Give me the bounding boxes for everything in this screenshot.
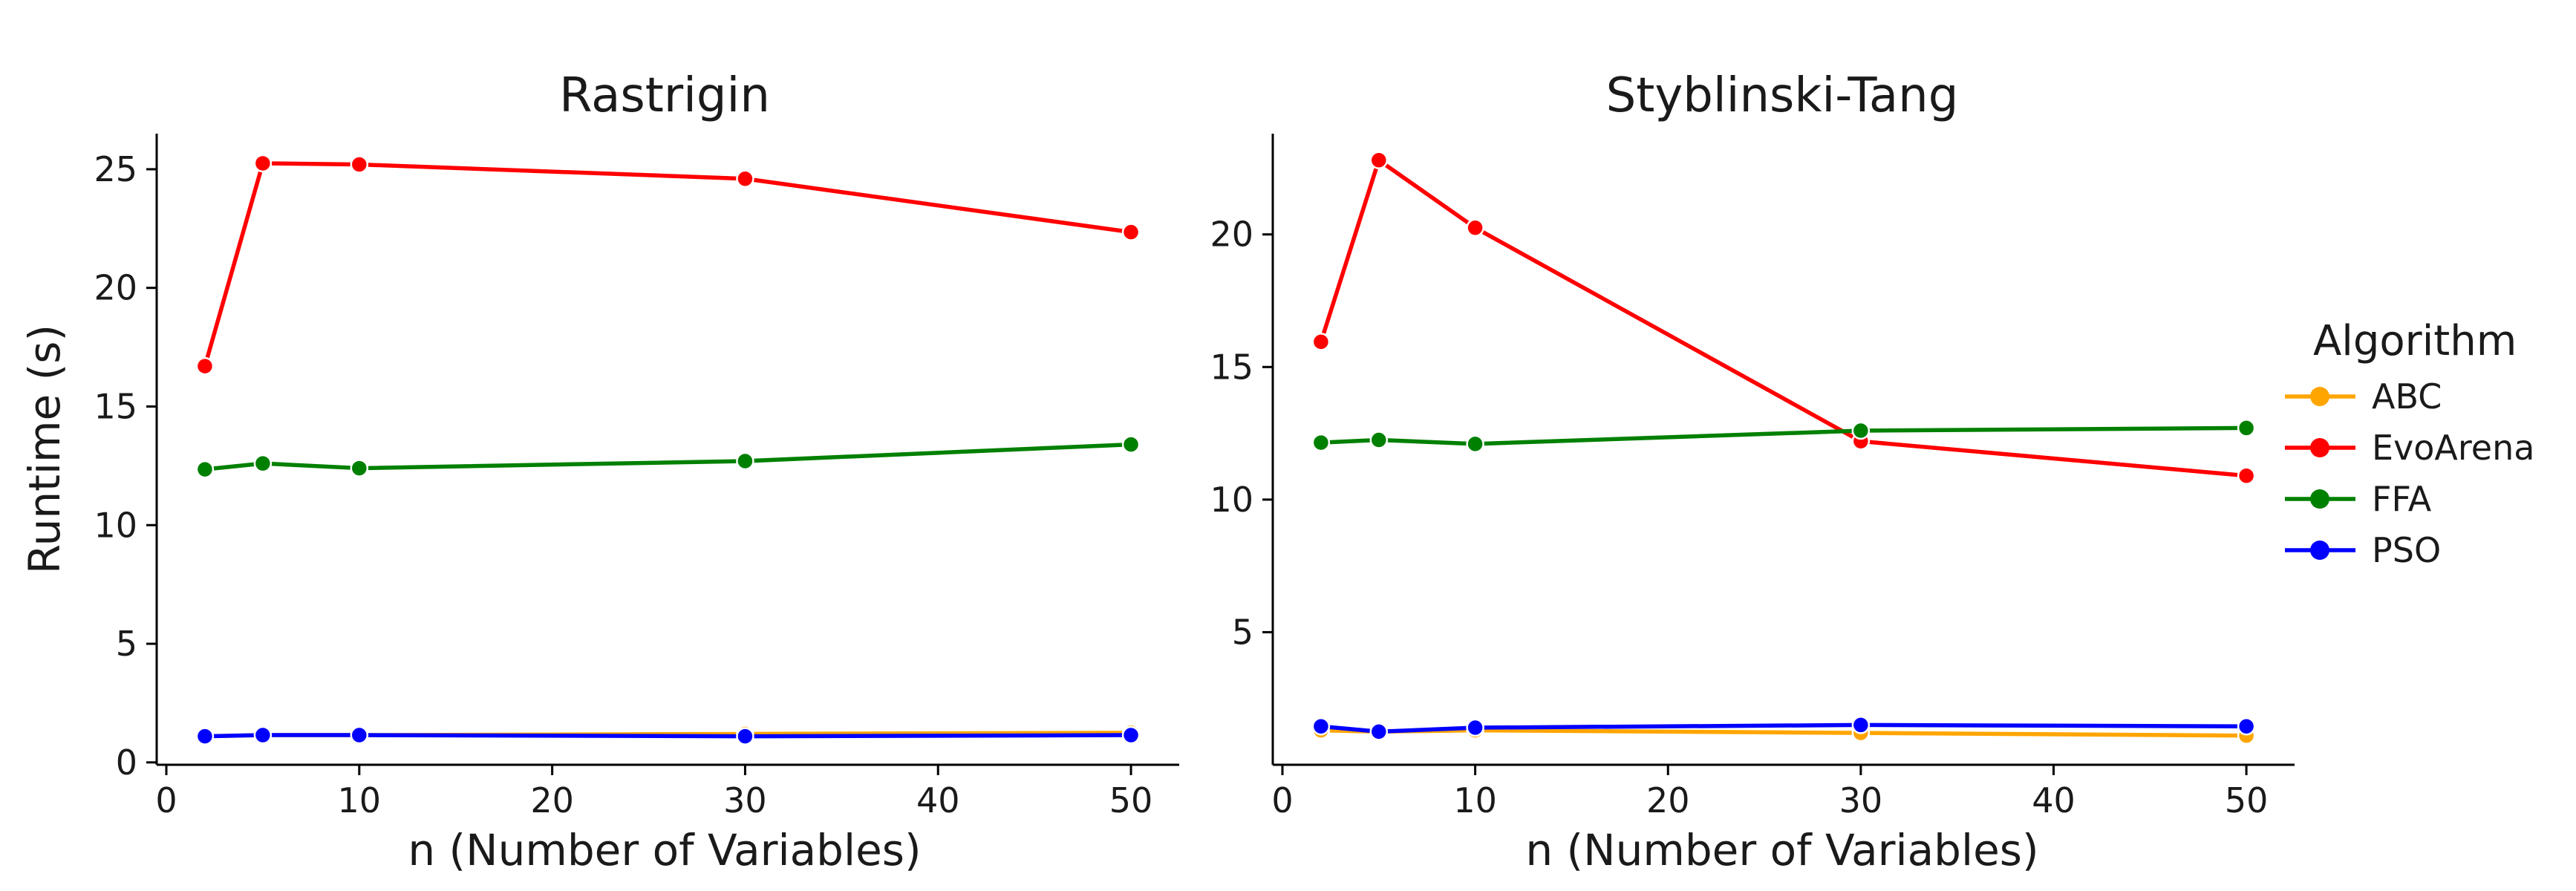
data-point-evoarena bbox=[1311, 333, 1331, 351]
data-point-evoarena bbox=[1369, 151, 1389, 169]
series-line-pso bbox=[204, 733, 1132, 739]
x-tick-label: 10 bbox=[1453, 780, 1497, 820]
data-point-pso bbox=[195, 727, 215, 745]
data-point-ffa bbox=[253, 454, 273, 473]
x-tick-label: 40 bbox=[2032, 780, 2076, 820]
legend: Algorithm ABC EvoArena FFA PSO bbox=[2285, 317, 2534, 570]
chart-title-styblinski-tang: Styblinski-Tang bbox=[1606, 68, 1959, 123]
data-point-pso bbox=[1311, 717, 1331, 736]
legend-marker-evoarena bbox=[2310, 438, 2329, 457]
x-axis-label-styblinski-tang: n (Number of Variables) bbox=[1525, 825, 2038, 875]
y-tick-label: 20 bbox=[94, 268, 137, 308]
legend-title: Algorithm bbox=[2313, 317, 2517, 365]
x-tick-label: 50 bbox=[2225, 780, 2269, 820]
y-tick-label: 10 bbox=[1210, 480, 1253, 520]
data-point-ffa bbox=[736, 451, 754, 471]
legend-marker-pso bbox=[2310, 541, 2329, 560]
x-axis-label-rastrigin: n (Number of Variables) bbox=[408, 825, 921, 875]
legend-label-evoarena: EvoArena bbox=[2372, 428, 2534, 468]
series-ffa-rastrigin bbox=[195, 435, 1141, 479]
series-line-ffa bbox=[1320, 425, 2247, 446]
legend-item-pso: PSO bbox=[2285, 530, 2441, 570]
y-tick-label: 5 bbox=[116, 624, 137, 664]
data-point-evoarena bbox=[195, 356, 215, 376]
series-pso-styblinski-tang bbox=[1311, 716, 2256, 741]
data-point-pso bbox=[736, 727, 754, 745]
y-tick-label: 15 bbox=[94, 386, 137, 426]
legend-item-evoarena: EvoArena bbox=[2285, 428, 2534, 468]
legend-label-pso: PSO bbox=[2372, 530, 2441, 570]
legend-label-abc: ABC bbox=[2372, 376, 2442, 417]
data-point-evoarena bbox=[253, 154, 273, 173]
data-point-ffa bbox=[2237, 419, 2256, 437]
x-tick-label: 50 bbox=[1109, 780, 1153, 820]
x-tick-label: 30 bbox=[1839, 780, 1883, 820]
data-point-evoarena bbox=[350, 155, 369, 174]
data-point-ffa bbox=[1466, 434, 1484, 454]
series-ffa-styblinski-tang bbox=[1311, 419, 2256, 454]
y-tick-label: 20 bbox=[1210, 215, 1253, 255]
data-point-ffa bbox=[1369, 431, 1389, 449]
data-point-pso bbox=[350, 725, 369, 745]
data-point-ffa bbox=[1311, 433, 1331, 452]
legend-item-abc: ABC bbox=[2285, 376, 2442, 417]
y-axis-label-rastrigin: Runtime (s) bbox=[19, 324, 70, 574]
panel-rastrigin: Rastrigin n (Number of Variables) Runtim… bbox=[19, 68, 1179, 875]
x-tick-label: 40 bbox=[916, 780, 960, 820]
series-line-ffa bbox=[204, 442, 1132, 471]
y-tick-label: 0 bbox=[116, 742, 137, 783]
legend-marker-abc bbox=[2310, 387, 2329, 406]
x-tick-label: 20 bbox=[530, 780, 574, 820]
series-line-evoarena bbox=[203, 161, 1132, 367]
x-tick-label: 0 bbox=[155, 780, 177, 820]
data-point-pso bbox=[1851, 716, 1871, 734]
data-point-ffa bbox=[1851, 421, 1871, 440]
series-line-abc bbox=[1320, 728, 2247, 738]
y-tick-label: 25 bbox=[94, 149, 137, 189]
data-point-evoarena bbox=[736, 169, 754, 188]
legend-item-ffa: FFA bbox=[2285, 479, 2432, 519]
x-tick-label: 10 bbox=[338, 780, 382, 820]
legend-marker-ffa bbox=[2310, 489, 2329, 509]
data-point-ffa bbox=[350, 459, 369, 477]
panel-styblinski-tang: Styblinski-Tang n (Number of Variables) … bbox=[1210, 68, 2295, 875]
y-tick-label: 5 bbox=[1232, 612, 1253, 652]
data-point-pso bbox=[2237, 717, 2256, 736]
data-point-pso bbox=[1466, 718, 1484, 737]
data-point-evoarena bbox=[2237, 466, 2256, 485]
x-tick-label: 30 bbox=[723, 780, 767, 820]
data-point-pso bbox=[1369, 722, 1389, 741]
x-tick-label: 0 bbox=[1271, 780, 1293, 820]
data-point-evoarena bbox=[1466, 218, 1484, 238]
data-point-ffa bbox=[195, 460, 215, 479]
y-tick-label: 15 bbox=[1210, 347, 1253, 387]
legend-label-ffa: FFA bbox=[2372, 479, 2432, 519]
series-evoarena-rastrigin bbox=[195, 154, 1141, 376]
data-point-evoarena bbox=[1121, 223, 1141, 241]
x-tick-label: 20 bbox=[1646, 780, 1690, 820]
data-point-ffa bbox=[1121, 435, 1141, 454]
y-tick-label: 10 bbox=[94, 505, 137, 545]
data-point-pso bbox=[253, 725, 273, 745]
series-pso-rastrigin bbox=[195, 725, 1141, 745]
series-evoarena-styblinski-tang bbox=[1311, 151, 2256, 485]
chart-title-rastrigin: Rastrigin bbox=[559, 68, 770, 123]
data-point-pso bbox=[1121, 725, 1141, 745]
